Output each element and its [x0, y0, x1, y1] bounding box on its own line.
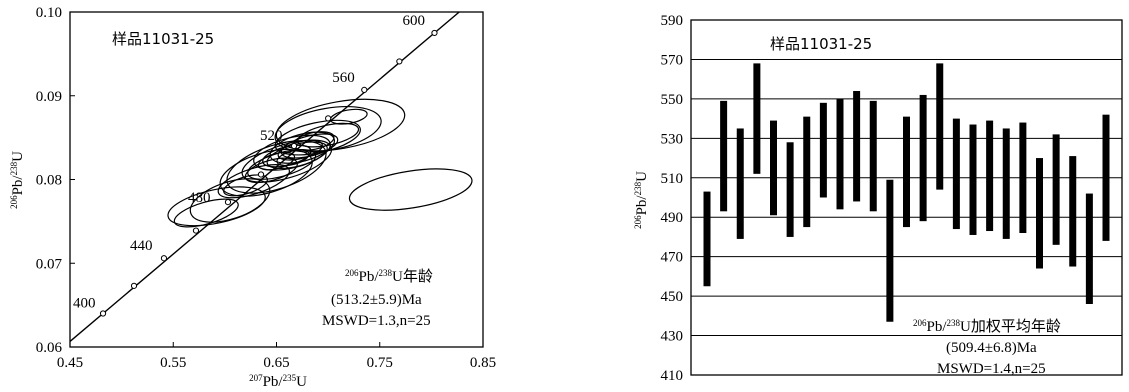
weighted-mean-sample-label: 样品11031-25 — [770, 35, 872, 53]
error-ellipse — [167, 186, 266, 227]
error-ellipse — [348, 168, 473, 211]
concordia-age-label: 480 — [188, 190, 211, 206]
concordia-age-marker — [224, 199, 232, 206]
concordia-annotation-age-value: (513.2±5.9)Ma — [331, 292, 422, 308]
age-error-bar — [986, 120, 994, 232]
y-tick-label: 490 — [661, 210, 684, 226]
concordia-sample-label: 样品11031-25 — [112, 30, 214, 48]
y-tick-label: 530 — [661, 131, 684, 147]
concordia-point-marker — [396, 58, 403, 65]
age-error-bar — [853, 91, 861, 202]
concordia-point-marker — [192, 227, 200, 234]
concordia-annotation: 206Pb/238U年龄 (513.2±5.9)Ma MSWD=1.3,n=25 — [322, 268, 433, 329]
age-error-bar — [836, 98, 844, 210]
y-tick-label: 0.09 — [36, 89, 62, 105]
y-tick-label: 0.06 — [36, 340, 63, 356]
concordia-age-marker — [160, 255, 168, 262]
concordia-point-marker — [325, 115, 332, 122]
age-error-bar — [819, 102, 827, 198]
age-error-bar — [803, 116, 811, 228]
age-error-bar — [736, 128, 744, 239]
y-tick-label: 0.10 — [36, 5, 62, 21]
concordia-age-label: 400 — [73, 296, 96, 312]
y-tick-label: 470 — [661, 250, 684, 266]
age-error-bar — [903, 116, 910, 228]
age-error-bar — [753, 63, 761, 174]
weighted-mean-chart: 410 430 450 470 490 510 530 550 570 590 样品11031-2… — [633, 13, 1123, 384]
y-tick-label: 430 — [661, 329, 684, 345]
y-tick-label: 450 — [661, 289, 684, 305]
age-error-bar — [952, 118, 960, 230]
concordia-point-marker — [130, 282, 138, 289]
error-ellipse — [297, 122, 360, 148]
concordia-y-axis-label: 206Pb/238U — [9, 151, 26, 209]
error-ellipse — [257, 151, 296, 171]
age-error-bar — [1085, 193, 1093, 304]
x-tick-label: 0.75 — [367, 355, 393, 371]
age-error-bar — [919, 94, 927, 222]
age-error-bar — [869, 100, 877, 212]
age-error-bar — [969, 124, 977, 235]
concordia-plot-area: 400 440 480 520 560 600 — [69, 11, 473, 343]
age-error-bar — [1069, 156, 1077, 267]
concordia-age-marker — [290, 142, 298, 150]
weighted-mean-annotation-mswd: MSWD=1.4,n=25 — [937, 361, 1046, 377]
y-tick-label: 590 — [661, 13, 684, 29]
age-error-bar — [1052, 134, 1060, 245]
concordia-age-label: 560 — [332, 70, 355, 86]
age-error-bar — [1036, 158, 1043, 269]
age-error-bar — [1102, 114, 1110, 241]
concordia-annotation-age-label: 206Pb/238U年龄 — [345, 268, 433, 285]
concordia-point-marker — [257, 171, 265, 178]
age-error-bar — [936, 63, 944, 190]
concordia-age-marker — [431, 29, 438, 37]
weighted-mean-bars — [703, 63, 1110, 322]
x-tick-label: 0.65 — [263, 355, 289, 371]
error-ellipse — [276, 149, 310, 167]
weighted-mean-y-axis-label: 206Pb/238U — [633, 171, 650, 229]
age-error-bar — [1002, 128, 1010, 239]
y-tick-label: 0.07 — [36, 256, 63, 272]
age-error-bar — [720, 100, 728, 212]
concordia-ticks: 0.45 0.55 0.65 0.75 0.85 0.06 0.07 0.08 0.09 0.10 — [36, 5, 496, 371]
concordia-age-marker — [361, 86, 368, 93]
y-tick-label: 550 — [661, 92, 684, 108]
concordia-age-marker — [99, 310, 107, 317]
age-error-bar — [786, 142, 794, 237]
x-tick-label: 0.55 — [160, 355, 186, 371]
age-error-bar — [703, 191, 711, 287]
weighted-mean-annotation-age-value: (509.4±6.8)Ma — [946, 340, 1037, 356]
concordia-age-label: 440 — [130, 238, 153, 254]
age-error-bar — [770, 120, 777, 216]
age-error-bar — [886, 179, 894, 322]
concordia-age-label: 520 — [260, 128, 283, 144]
y-tick-label: 570 — [661, 52, 684, 68]
y-tick-label: 410 — [661, 368, 684, 384]
concordia-age-label: 600 — [402, 13, 425, 29]
weighted-mean-annotation: 206Pb/238U加权平均年龄 (509.4±6.8)Ma MSWD=1.4,… — [913, 318, 1061, 377]
error-ellipse — [223, 174, 268, 197]
y-tick-label: 510 — [661, 171, 684, 187]
weighted-mean-ticks: 410 430 450 470 490 510 530 550 570 590 — [661, 13, 684, 384]
weighted-mean-frame — [690, 19, 1123, 376]
weighted-mean-annotation-label: 206Pb/238U加权平均年龄 — [913, 318, 1061, 335]
y-tick-label: 0.08 — [36, 173, 62, 189]
age-error-bar — [1019, 122, 1027, 233]
error-ellipse — [275, 98, 406, 152]
x-tick-label: 0.85 — [470, 355, 496, 371]
concordia-x-axis-label: 207Pb/235U — [249, 373, 307, 390]
error-ellipse — [173, 198, 239, 228]
x-tick-label: 0.45 — [57, 355, 83, 371]
concordia-annotation-mswd: MSWD=1.3,n=25 — [322, 313, 431, 329]
